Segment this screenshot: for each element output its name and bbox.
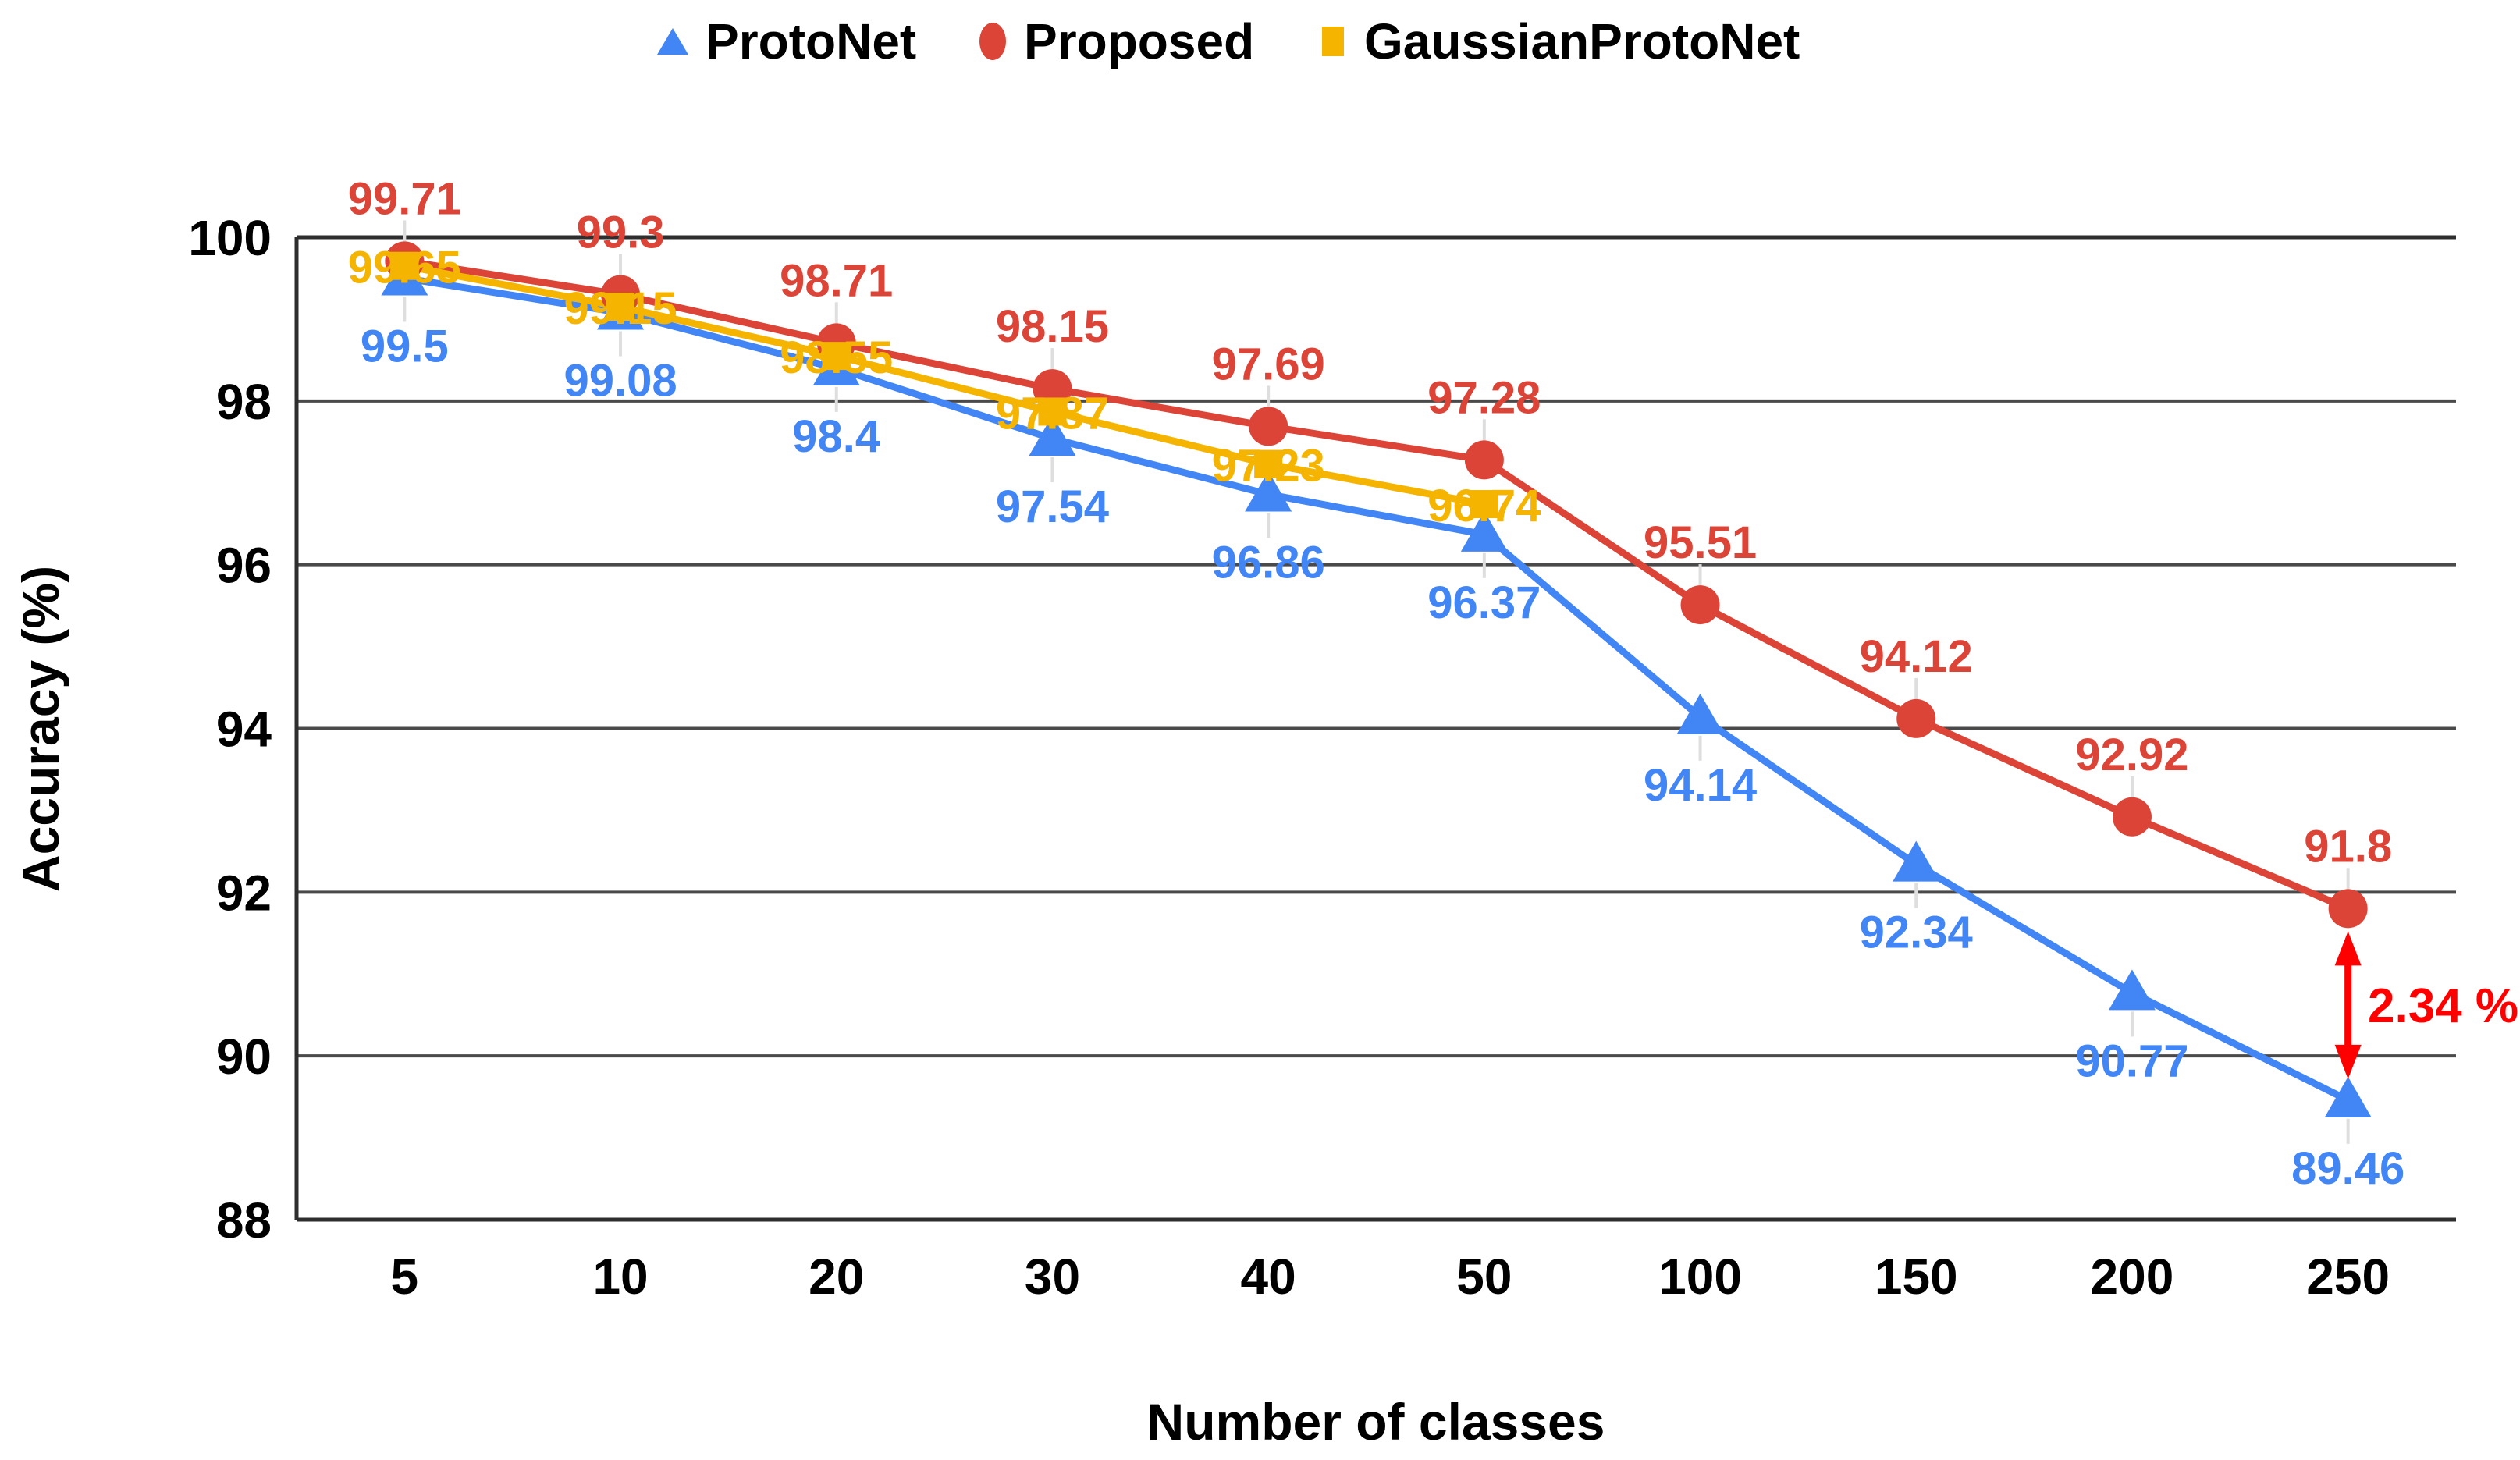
legend-label-proposed: Proposed xyxy=(1024,13,1254,69)
protonet-point-marker xyxy=(1460,510,1508,552)
gaussianprotonet-data-label: 96.74 xyxy=(1427,481,1541,531)
legend: ProtoNet Proposed GaussianProtoNet xyxy=(657,13,1800,69)
proposed-point-marker xyxy=(1464,440,1504,480)
y-tick-96: 96 xyxy=(216,538,272,594)
proposed-point-marker xyxy=(1896,698,1936,738)
proposed-data-label: 99.3 xyxy=(577,207,665,258)
protonet-data-label: 96.37 xyxy=(1427,577,1541,628)
gaussianprotonet-point-marker xyxy=(390,251,419,280)
proposed-data-label: 97.28 xyxy=(1427,372,1541,423)
proposed-data-label: 92.92 xyxy=(2075,730,2188,780)
x-tick-200: 200 xyxy=(2091,1249,2174,1305)
proposed-data-label: 94.12 xyxy=(1860,631,1973,682)
label-leader-lines xyxy=(403,220,2350,1144)
proposed-point-marker xyxy=(1680,585,1720,625)
proposed-point-marker xyxy=(2112,797,2152,837)
legend-item-proposed: Proposed xyxy=(979,13,1254,69)
x-axis-title: Number of classes xyxy=(1147,1393,1605,1451)
series-protonet-line xyxy=(400,274,2352,1104)
x-tick-40: 40 xyxy=(1241,1249,1296,1305)
proposed-data-label: 98.71 xyxy=(780,255,893,306)
proposed-point-marker xyxy=(2328,889,2368,929)
circle-marker-icon xyxy=(979,23,1006,60)
arrow-head-down-icon xyxy=(2334,1044,2362,1079)
gap-annotation-label: 2.34 % xyxy=(2368,979,2518,1033)
x-tick-250: 250 xyxy=(2306,1249,2390,1305)
legend-label-gaussianprotonet: GaussianProtoNet xyxy=(1364,13,1800,69)
proposed-data-label: 99.71 xyxy=(348,173,461,224)
x-tick-10: 10 xyxy=(592,1249,648,1305)
gaussianprotonet-data-label: 99.65 xyxy=(348,243,461,293)
gaussianprotonet-point-marker xyxy=(1254,449,1283,478)
x-axis-tick-labels: 5 10 20 30 40 50 100 150 200 250 xyxy=(391,1249,2390,1305)
gaussianprotonet-data-label: 97.23 xyxy=(1212,441,1325,492)
legend-label-protonet: ProtoNet xyxy=(706,13,916,69)
series-markers xyxy=(381,241,2372,1117)
series-lines xyxy=(400,257,2352,1104)
gaussianprotonet-point-marker xyxy=(606,293,635,321)
protonet-point-marker xyxy=(1676,693,1724,734)
protonet-point-marker xyxy=(1893,840,1940,882)
protonet-point-marker xyxy=(2324,1076,2372,1117)
legend-item-protonet: ProtoNet xyxy=(657,13,916,69)
protonet-point-marker xyxy=(2108,969,2156,1011)
gaussianprotonet-point-marker xyxy=(1470,490,1498,519)
proposed-data-label: 98.15 xyxy=(996,301,1109,352)
series-gaussianprotonet-line xyxy=(400,262,1488,508)
x-tick-30: 30 xyxy=(1025,1249,1080,1305)
y-tick-98: 98 xyxy=(216,374,272,430)
arrow-head-up-icon xyxy=(2334,931,2362,966)
protonet-point-marker xyxy=(1245,471,1292,512)
y-axis-tick-labels: 88 90 92 94 96 98 100 xyxy=(188,210,272,1249)
gaussianprotonet-point-marker xyxy=(822,342,851,371)
x-tick-20: 20 xyxy=(809,1249,864,1305)
x-tick-50: 50 xyxy=(1456,1249,1512,1305)
proposed-data-label: 95.51 xyxy=(1644,517,1757,568)
x-tick-5: 5 xyxy=(391,1249,419,1305)
proposed-point-marker xyxy=(1249,407,1288,446)
protonet-data-label: 97.54 xyxy=(996,481,1109,532)
square-marker-icon xyxy=(1322,27,1344,56)
protonet-data-label: 92.34 xyxy=(1860,908,1973,958)
protonet-data-label: 99.5 xyxy=(361,321,449,371)
y-axis-title: Accuracy (%) xyxy=(12,566,69,892)
gaussianprotonet-data-label: 98.55 xyxy=(780,332,893,383)
data-labels: 99.5 99.08 98.4 97.54 96.86 96.37 94.14 92.34 90… xyxy=(348,173,2404,1193)
x-tick-150: 150 xyxy=(1875,1249,1958,1305)
double-arrow-icon xyxy=(2334,931,2362,1079)
proposed-data-label: 91.8 xyxy=(2304,821,2392,872)
y-tick-90: 90 xyxy=(216,1028,272,1085)
gaussianprotonet-data-label: 97.87 xyxy=(996,388,1109,439)
gaussianprotonet-point-marker xyxy=(1038,397,1067,426)
y-tick-100: 100 xyxy=(188,210,272,266)
protonet-data-label: 89.46 xyxy=(2291,1143,2404,1194)
y-tick-94: 94 xyxy=(216,702,272,758)
protonet-data-label: 96.86 xyxy=(1212,537,1325,588)
gridlines xyxy=(294,235,2456,1222)
protonet-point-marker xyxy=(1029,415,1076,456)
proposed-data-label: 97.69 xyxy=(1212,339,1325,389)
series-proposed-line xyxy=(400,257,2352,912)
gap-annotation: 2.34 % xyxy=(2334,931,2518,1079)
legend-item-gaussianprotonet: GaussianProtoNet xyxy=(1322,13,1800,69)
protonet-data-label: 90.77 xyxy=(2075,1035,2188,1086)
y-tick-88: 88 xyxy=(216,1192,272,1249)
protonet-data-label: 98.4 xyxy=(792,411,880,462)
x-tick-100: 100 xyxy=(1658,1249,1742,1305)
protonet-data-label: 94.14 xyxy=(1644,760,1757,811)
protonet-data-label: 99.08 xyxy=(563,356,677,407)
triangle-marker-icon xyxy=(657,28,688,55)
gaussianprotonet-data-label: 99.15 xyxy=(563,283,677,334)
y-tick-92: 92 xyxy=(216,865,272,921)
